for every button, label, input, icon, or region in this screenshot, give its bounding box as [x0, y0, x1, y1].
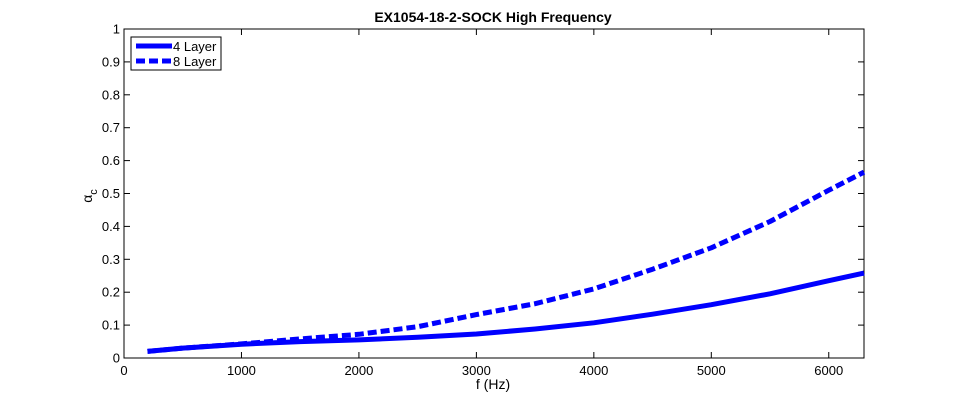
x-tick-label: 0	[120, 363, 127, 378]
y-axis-label-symbol: α	[79, 195, 95, 203]
y-tick-label: 0.7	[102, 120, 120, 135]
legend: 4 Layer 8 Layer	[130, 36, 222, 71]
chart-title: EX1054-18-2-SOCK High Frequency	[374, 9, 612, 25]
y-tick-label: 0.5	[102, 186, 120, 201]
legend-label-8-layer: 8 Layer	[173, 54, 217, 69]
y-axis-label-subscript: c	[88, 189, 100, 195]
plot-area	[123, 28, 865, 359]
x-tick-label: 1000	[227, 363, 256, 378]
x-axis-ticks: 0 1000 2000 3000 4000 5000 6000	[120, 29, 843, 378]
y-tick-label: 0.8	[102, 87, 120, 102]
y-tick-label: 0.4	[102, 219, 120, 234]
x-tick-label: 3000	[462, 363, 491, 378]
y-axis-label: αc	[79, 189, 100, 203]
series-line-8-layer	[147, 169, 866, 354]
y-tick-label: 0.6	[102, 153, 120, 168]
y-tick-label: 0	[113, 351, 120, 366]
x-tick-label: 6000	[814, 363, 843, 378]
x-tick-label: 2000	[344, 363, 373, 378]
y-tick-label: 0.1	[102, 318, 120, 333]
y-tick-label: 0.3	[102, 252, 120, 267]
y-axis-label-group: αc	[79, 189, 100, 203]
legend-box	[130, 36, 222, 71]
y-axis-ticks: 0 0.1 0.2 0.3 0.4 0.5 0.6 0.7 0.8 0.9 1	[102, 22, 864, 366]
y-tick-label: 1	[113, 22, 120, 37]
series-layer	[147, 169, 866, 354]
x-tick-label: 5000	[697, 363, 726, 378]
x-axis-label: f (Hz)	[476, 376, 510, 392]
y-tick-label: 0.9	[102, 54, 120, 69]
legend-label-4-layer: 4 Layer	[173, 39, 217, 54]
x-tick-label: 4000	[579, 363, 608, 378]
y-tick-label: 0.2	[102, 285, 120, 300]
